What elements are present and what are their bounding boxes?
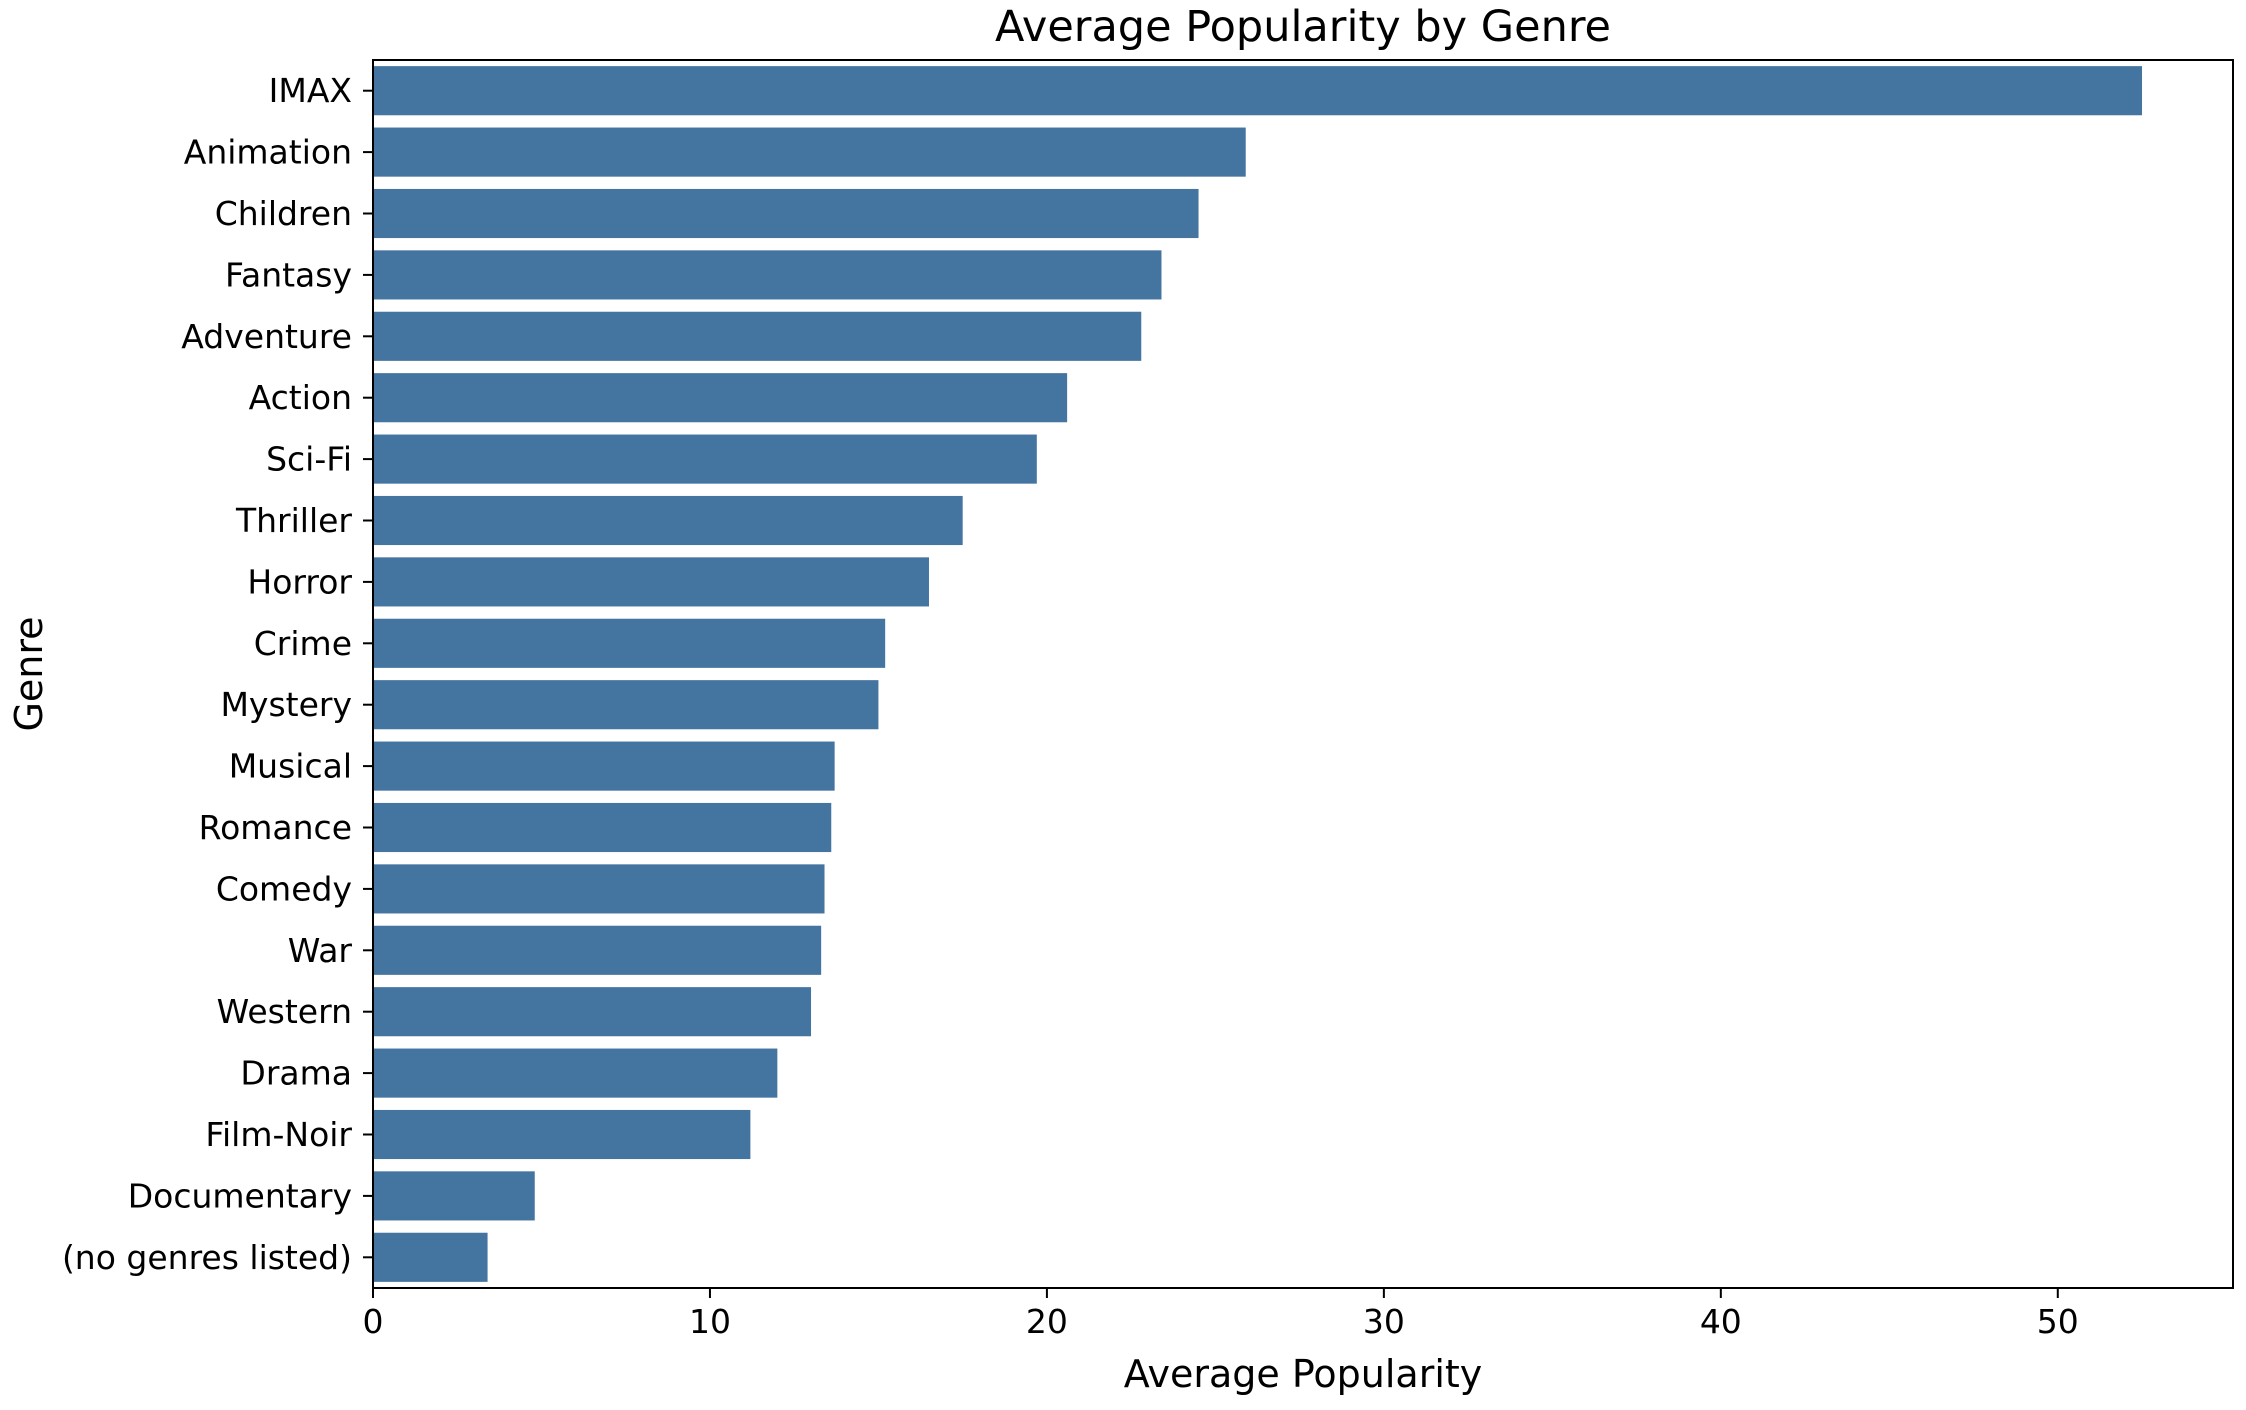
x-tick-label: 10 (689, 1302, 731, 1341)
y-tick-label: Crime (254, 624, 352, 663)
bar-thriller (373, 495, 963, 546)
y-tick-label: Musical (229, 747, 352, 786)
bar-film-noir (373, 1109, 751, 1160)
bar-children (373, 188, 1199, 239)
bar-action (373, 373, 1068, 423)
bar-comedy (373, 864, 825, 914)
x-tick-label: 40 (1700, 1302, 1742, 1341)
bar-war (373, 925, 822, 975)
bar-romance (373, 802, 832, 853)
y-tick-label: Thriller (235, 501, 352, 540)
bar-imax (373, 66, 2143, 116)
bar-crime (373, 618, 886, 668)
x-tick-label: 0 (363, 1302, 384, 1341)
bars-group (373, 66, 2143, 1282)
y-tick-label: Film-Noir (205, 1115, 352, 1154)
y-tick-label: Animation (184, 133, 352, 172)
plot-frame (372, 59, 2234, 1289)
y-tick-label: Children (215, 194, 352, 233)
bar-fantasy (373, 250, 1162, 300)
bar-sci-fi (373, 434, 1037, 484)
y-axis-ticks: IMAX Animation Children Fantasy Adventure Act… (62, 71, 373, 1277)
bar-musical (373, 741, 835, 791)
bar-documentary (373, 1171, 535, 1221)
y-tick-label: IMAX (269, 71, 352, 110)
y-tick-label: Fantasy (225, 255, 352, 294)
y-tick-label: Action (249, 378, 352, 417)
bar-animation (373, 127, 1246, 177)
bar-adventure (373, 311, 1142, 361)
x-axis-title: Average Popularity (1124, 1352, 1483, 1396)
bar-drama (373, 1048, 778, 1098)
y-tick-label: Mystery (220, 685, 352, 724)
y-tick-label: Western (217, 992, 352, 1031)
x-tick-label: 20 (1026, 1302, 1068, 1341)
chart-title: Average Popularity by Genre (995, 2, 1611, 52)
y-tick-label: (no genres listed) (62, 1238, 352, 1277)
y-tick-label: Drama (240, 1054, 352, 1093)
bar-mystery (373, 680, 879, 730)
y-tick-label: Documentary (128, 1176, 352, 1215)
bar-horror (373, 557, 929, 607)
y-tick-label: Comedy (216, 869, 352, 908)
x-axis-ticks: 0 10 20 30 40 50 (363, 1288, 2079, 1341)
x-tick-label: 30 (1363, 1302, 1405, 1341)
y-tick-label: Horror (247, 562, 352, 601)
y-tick-label: War (288, 931, 353, 970)
bar-no-genres-listed (373, 1232, 488, 1282)
x-tick-label: 50 (2037, 1302, 2079, 1341)
bar-western (373, 987, 812, 1037)
y-tick-label: Adventure (181, 317, 352, 356)
y-tick-label: Sci-Fi (266, 440, 352, 479)
y-tick-label: Romance (199, 808, 352, 847)
y-axis-title: Genre (7, 616, 51, 731)
